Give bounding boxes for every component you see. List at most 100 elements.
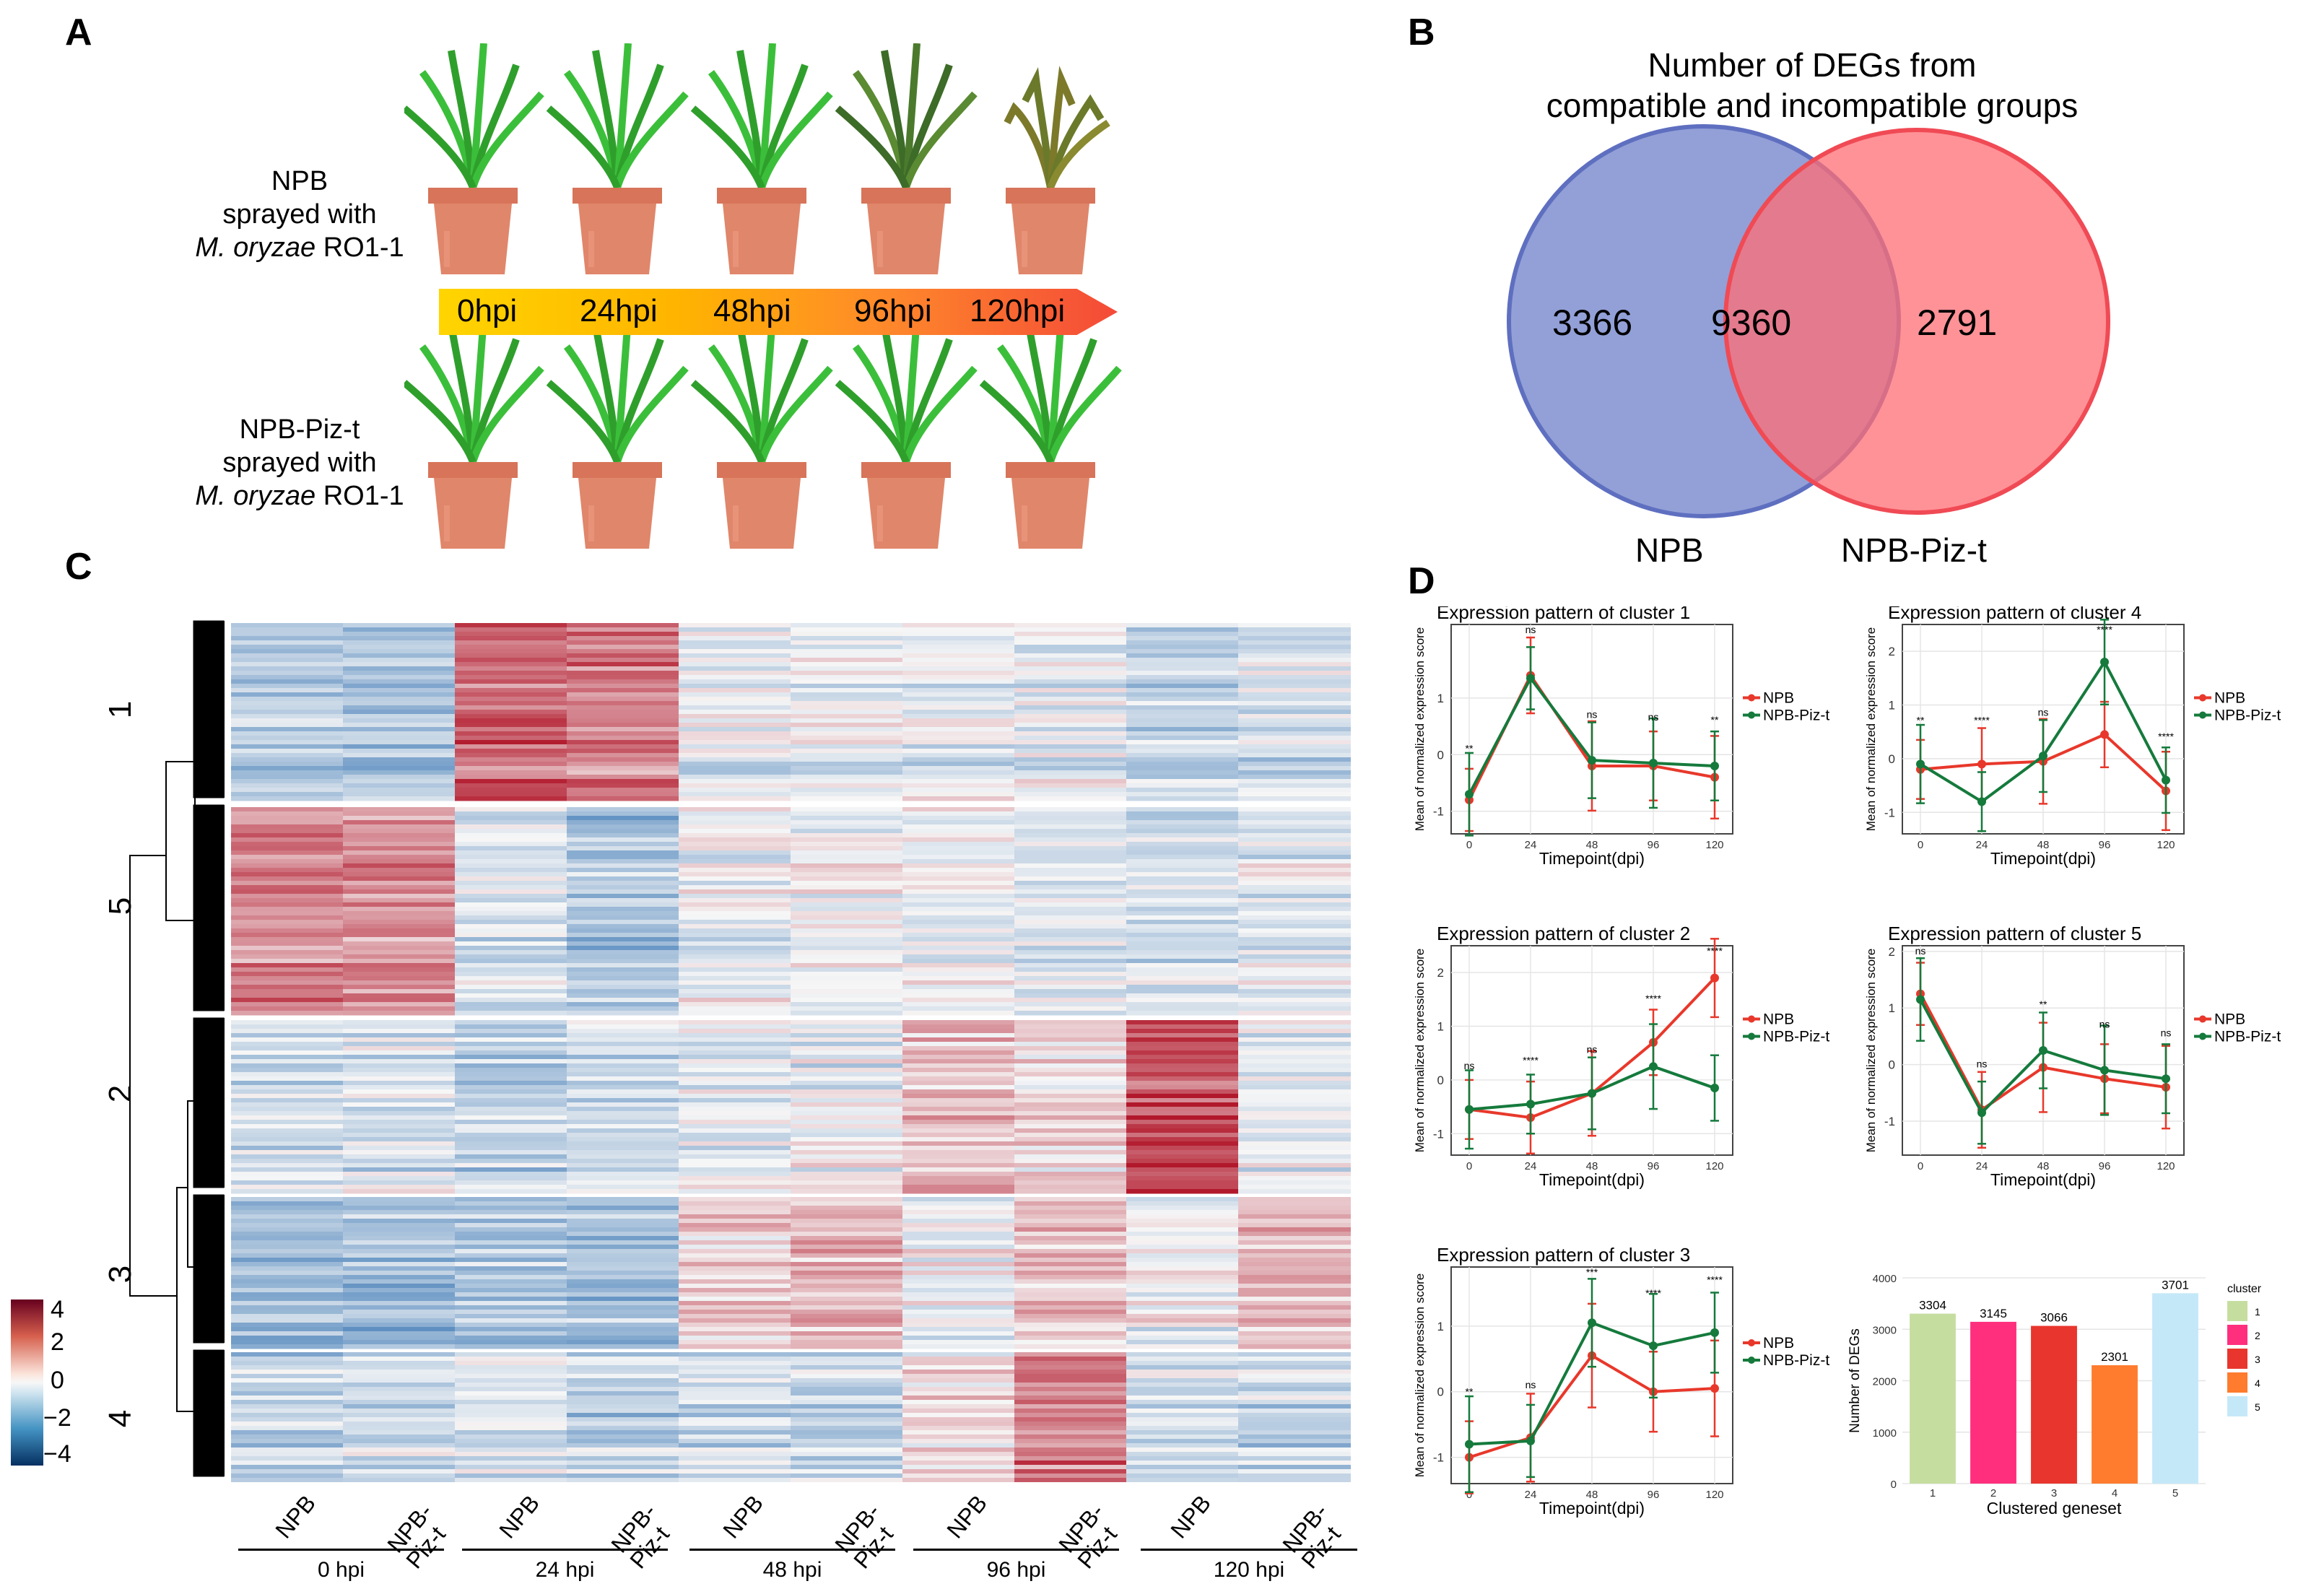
x-axis-label: Timepoint(dpi) — [1539, 1170, 1645, 1189]
y-tick: -1 — [1884, 806, 1895, 819]
row1-label: NPB sprayed with M. oryzae RO1-1 — [180, 165, 419, 264]
row1-strain: RO1-1 — [315, 232, 404, 263]
x-tick: 48 — [1586, 1489, 1598, 1501]
y-tick: 0 — [1437, 1385, 1444, 1399]
heatmap-cluster-block — [231, 1352, 1351, 1482]
significance-label: ** — [1466, 1385, 1474, 1397]
chart-title: Expression pattern of cluster 2 — [1437, 923, 1690, 944]
significance-label: ** — [2040, 998, 2047, 1010]
significance-label: **** — [1974, 715, 1990, 726]
legend-label: 3 — [2255, 1354, 2260, 1365]
timepoint-96: 96hpi — [854, 293, 932, 328]
legend-val-4: 4 — [51, 1296, 64, 1323]
bar — [1910, 1313, 1956, 1484]
x-tick: 24 — [1976, 1160, 1988, 1172]
line-chart: Expression pattern of cluster 1 -1 0 1 0 24 48… — [1413, 606, 1829, 868]
x-tick: 120 — [1705, 1489, 1723, 1501]
data-point — [2162, 775, 2170, 785]
data-point — [1710, 1328, 1719, 1337]
panel-b-letter: B — [1408, 12, 1435, 53]
x-tick: 1 — [1930, 1487, 1936, 1499]
legend-label: NPB — [2214, 690, 2245, 707]
venn-left-count: 3366 — [1552, 302, 1633, 343]
x-tick: 96 — [2099, 1160, 2111, 1172]
x-tick: 24 — [1525, 1160, 1537, 1172]
bar — [2031, 1325, 2077, 1484]
heatmap-cluster-block — [231, 1197, 1351, 1349]
line-chart: Expression pattern of cluster 2 -1 0 120 24 4… — [1413, 923, 1829, 1189]
y-axis-label: Mean of normalized expression score — [1413, 627, 1427, 832]
legend-label: NPB-Piz-t — [1763, 1352, 1829, 1369]
y-tick: 1000 — [1873, 1427, 1897, 1440]
y-tick: 2 — [1889, 645, 1895, 658]
venn-right-circle — [1723, 128, 2110, 515]
x-tick: 0 — [1466, 1489, 1472, 1501]
data-point — [1710, 973, 1719, 983]
chart-title: Expression pattern of cluster 4 — [1888, 606, 2141, 623]
group-line-120 — [1141, 1549, 1357, 1551]
data-point — [1977, 797, 1986, 806]
x-tick: 48 — [1586, 839, 1598, 851]
heatmap-column-labels: NPB NPB- Piz-t NPB NPB- Piz-t NPB NPB- Piz-t NPB N… — [231, 1487, 1372, 1573]
x-tick: 4 — [2112, 1487, 2118, 1499]
venn-overlap-count: 9360 — [1711, 302, 1792, 343]
data-point — [1526, 1436, 1535, 1445]
time-arrow: 0hpi 24hpi 48hpi 96hpi 120hpi — [439, 289, 1118, 335]
legend-label: NPB — [1763, 1011, 1794, 1028]
y-axis-label: Mean of normalized expression score — [1413, 1274, 1427, 1478]
x-tick: 48 — [1586, 1160, 1598, 1172]
panel-c-letter: C — [65, 546, 92, 588]
x-axis-label: Timepoint(dpi) — [1990, 849, 2096, 868]
y-tick: -1 — [1433, 1451, 1444, 1465]
significance-label: **** — [1645, 1287, 1661, 1299]
x-tick: 24 — [1976, 839, 1988, 851]
legend-label: NPB — [1763, 1335, 1794, 1351]
data-point — [1526, 674, 1535, 683]
y-tick: -1 — [1433, 1127, 1444, 1141]
heatmap-cluster-block — [231, 623, 1351, 801]
x-axis-label: Clustered geneset — [1987, 1499, 2122, 1518]
y-tick: 1 — [1889, 1001, 1895, 1015]
data-point — [1649, 759, 1658, 768]
legend-marker — [2199, 1032, 2206, 1040]
y-tick: 0 — [1891, 1479, 1897, 1491]
legend-label: NPB-Piz-t — [2214, 708, 2281, 724]
data-point — [2039, 1046, 2047, 1055]
venn-title: Number of DEGs from compatible and incom… — [1458, 45, 2166, 126]
x-tick: 48 — [2037, 1160, 2050, 1172]
group-label-96: 96 hpi — [986, 1558, 1046, 1582]
heatmap-dendrogram — [129, 620, 225, 1477]
line-chart: Expression pattern of cluster 3 -1 0 1 0 24 48… — [1413, 1244, 1829, 1518]
cluster-label-1: 1 — [103, 700, 139, 719]
legend-marker — [1748, 1357, 1755, 1364]
y-tick: 0 — [1437, 1074, 1444, 1087]
x-tick: 2 — [1990, 1487, 1996, 1499]
venn-right-label: NPB-Piz-t — [1841, 531, 1987, 569]
bar — [2092, 1365, 2138, 1484]
x-tick: 0 — [1466, 1160, 1472, 1172]
data-point — [1916, 995, 1925, 1004]
row1-species: M. oryzae — [195, 232, 316, 263]
heatmap-column-label: NPB — [941, 1489, 993, 1544]
data-point — [1710, 1084, 1719, 1093]
group-line-96 — [913, 1549, 1119, 1551]
legend-swatch — [2227, 1325, 2247, 1345]
heatmap-column-label: NPB — [270, 1489, 321, 1544]
cluster-label-2: 2 — [103, 1084, 139, 1103]
row2-label-line2: sprayed with — [222, 448, 377, 478]
data-point — [2162, 1074, 2170, 1084]
x-tick: 120 — [1705, 1160, 1723, 1172]
significance-label: ns — [1464, 1060, 1475, 1071]
heatmap — [231, 623, 1351, 1482]
legend-marker — [2199, 1015, 2206, 1023]
data-point — [2100, 730, 2109, 739]
bar-chart: 0100020003000400033041314523066323014370… — [1848, 1273, 2262, 1518]
x-axis-label: Timepoint(dpi) — [1990, 1170, 2096, 1189]
data-point — [1465, 1105, 1474, 1114]
data-point — [1710, 761, 1719, 770]
significance-label: **** — [1645, 993, 1661, 1004]
y-tick: 0 — [1889, 752, 1895, 766]
heatmap-cluster-block — [231, 1020, 1351, 1194]
legend-val-m4: −4 — [43, 1440, 71, 1468]
